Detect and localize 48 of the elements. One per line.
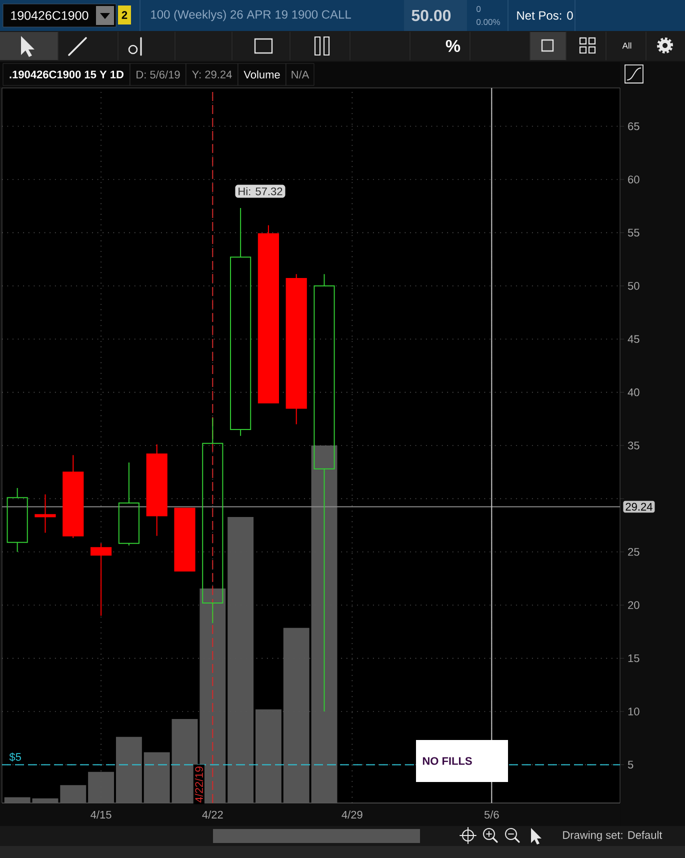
candlestick: [118, 462, 140, 546]
candlestick: [6, 488, 28, 552]
annotation: Hi: 57.32: [238, 187, 282, 196]
ref-line-label: $5: [9, 752, 21, 762]
text: N/A: [292, 70, 310, 79]
chart-title: Volume: [244, 70, 280, 79]
text: 50.00: [412, 10, 451, 22]
y-tick-label: 40: [628, 388, 640, 396]
text: All: [622, 42, 632, 49]
y-tick-label: 55: [628, 228, 640, 237]
text: 0: [476, 6, 481, 12]
ref-line-label: 4/22/19: [194, 766, 203, 803]
y-tick-label: 35: [628, 442, 640, 450]
ref-line-label: 29.24: [626, 502, 652, 511]
x-tick-label: 4/29: [342, 810, 362, 819]
text: 100 (Weeklys) 26 APR 19 1900 CALL: [151, 10, 351, 22]
text: Drawing set: Default: [563, 830, 662, 842]
y-tick-label: 45: [628, 335, 640, 343]
candlestick: [258, 224, 279, 404]
text: 2: [122, 11, 128, 19]
x-tick-label: 4/15: [90, 810, 112, 819]
candlestick: [202, 417, 224, 624]
candlestick: [230, 208, 252, 436]
candlestick: [90, 542, 112, 616]
text: %: [446, 40, 460, 52]
text: D: 5/6/19: [136, 70, 180, 79]
text: Y: 29.24: [192, 70, 232, 78]
bar: [60, 785, 86, 803]
y-tick-label: 25: [628, 548, 640, 556]
y-tick-label: 50: [628, 282, 640, 290]
annotation: NO FILLS: [422, 757, 472, 765]
candlestick: [286, 274, 307, 425]
x-tick-label: 5/6: [484, 810, 499, 819]
candlestick: [34, 494, 56, 534]
text: Net Pos: 0: [517, 11, 573, 20]
y-tick-label: 5: [628, 760, 634, 769]
y-tick-label: 65: [628, 122, 640, 130]
candlestick: [62, 454, 84, 539]
x-tick-label: 4/22: [202, 810, 223, 819]
text: 190426C1900: [11, 11, 88, 20]
candlestick: [314, 274, 335, 712]
y-tick-label: 15: [628, 654, 640, 662]
y-tick-label: 20: [628, 601, 640, 609]
candlestick: [146, 444, 168, 536]
chart-title: .190426C1900 15 Y 1D: [10, 70, 124, 78]
y-tick-label: 60: [628, 176, 640, 184]
y-tick-label: 10: [628, 708, 640, 716]
text: 0.00%: [476, 18, 500, 25]
